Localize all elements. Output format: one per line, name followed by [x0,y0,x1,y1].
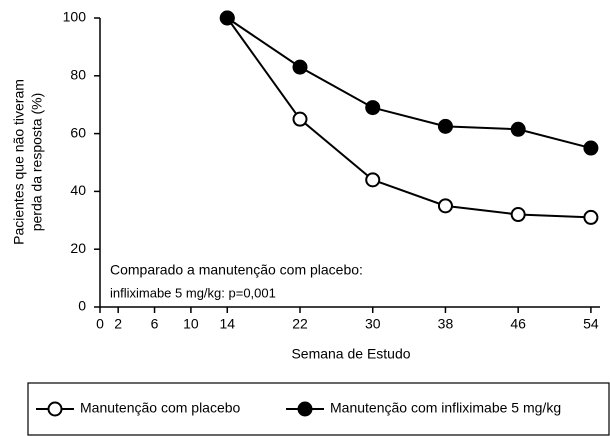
x-tick-label: 54 [583,316,599,332]
y-tick-label: 100 [63,9,87,25]
annotation: infliximabe 5 mg/kg: p=0,001 [110,285,276,300]
x-tick-label: 38 [438,316,454,332]
data-point [365,172,381,188]
data-point [437,118,453,134]
data-point [583,140,599,156]
data-point [292,59,308,75]
data-point [510,121,526,137]
y-axis-label: Pacientes que não tiveram [11,79,27,245]
x-tick-label: 10 [183,316,199,332]
y-tick-label: 20 [70,240,86,256]
data-point [365,100,381,116]
data-point [292,111,308,127]
y-tick-label: 0 [78,298,86,314]
series-line [226,17,591,219]
annotation: Comparado a manutenção com placebo: [110,262,363,278]
x-tick-label: 2 [114,316,122,332]
x-tick-label: 6 [151,316,159,332]
x-tick-label: 30 [365,316,381,332]
data-point [510,207,526,223]
data-point [219,10,235,26]
y-tick-label: 80 [70,67,86,83]
y-tick-label: 60 [70,124,86,140]
legend-marker [47,401,63,417]
x-tick-label: 46 [510,316,526,332]
x-axis-label: Semana de Estudo [291,346,410,362]
legend-label: Manutenção com infliximabe 5 mg/kg [330,400,561,416]
x-tick-label: 0 [96,316,104,332]
data-point [583,209,599,225]
data-point [437,198,453,214]
legend-label: Manutenção com placebo [80,400,241,416]
x-tick-label: 14 [219,316,235,332]
y-tick-label: 40 [70,182,86,198]
series-line [226,17,592,150]
legend-box [27,382,610,436]
legend-marker [297,401,313,417]
x-tick-label: 22 [292,316,308,332]
y-axis-label: perda da resposta (%) [29,93,45,232]
